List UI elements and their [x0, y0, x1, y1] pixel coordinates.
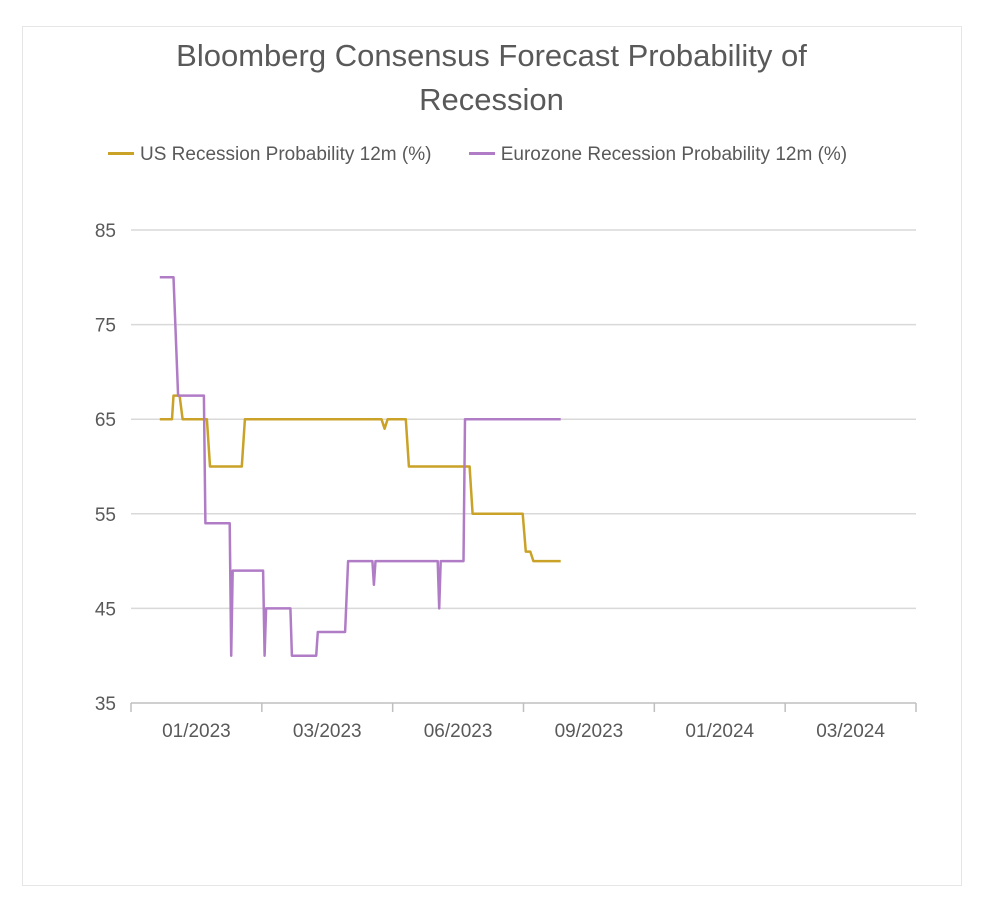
y-tick-label: 85 [95, 221, 116, 242]
legend-item-eurozone: Eurozone Recession Probability 12m (%) [468, 144, 848, 166]
x-tick-label: 01/2023 [162, 721, 231, 742]
y-tick-label: 75 [95, 316, 116, 337]
y-tick-label: 45 [95, 599, 116, 620]
chart-title-line-2: Recession [419, 82, 564, 117]
legend-swatch-eurozone [468, 152, 495, 156]
legend-label-eurozone: Eurozone Recession Probability 12m (%) [500, 144, 848, 165]
legend-swatch-us [108, 152, 134, 156]
chart-title-line-1: Bloomberg Consensus Forecast Probability… [176, 38, 807, 73]
x-tick-label: 03/2023 [293, 721, 362, 742]
legend-label-us: US Recession Probability 12m (%) [140, 144, 432, 165]
x-tick-label: 03/2024 [816, 721, 885, 742]
chart-legend: US Recession Probability 12m (%) Eurozon… [108, 144, 879, 166]
x-tick-label: 09/2023 [555, 721, 624, 742]
x-tick-label: 01/2024 [685, 721, 754, 742]
chart-frame [22, 26, 962, 886]
legend-item-us: US Recession Probability 12m (%) [108, 144, 431, 166]
us-recession-series-line [159, 394, 561, 563]
x-tick-label: 06/2023 [424, 721, 493, 742]
y-tick-label: 55 [95, 505, 116, 526]
y-tick-label: 35 [95, 694, 116, 715]
chart-title: Bloomberg Consensus Forecast Probability… [0, 34, 983, 122]
y-tick-label: 65 [95, 410, 116, 431]
eurozone-recession-series-line [159, 276, 561, 657]
